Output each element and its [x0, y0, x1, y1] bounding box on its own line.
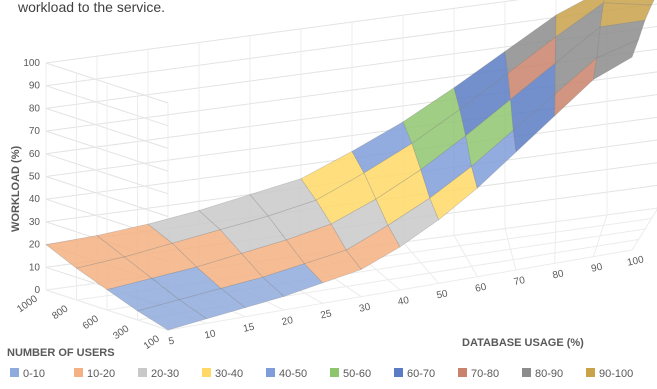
legend-label: 50-60: [343, 368, 371, 380]
z-tick-label: 20: [29, 240, 41, 251]
x-tick-label: 25: [320, 308, 334, 321]
y-tick-label: 300: [111, 323, 131, 342]
z-tick-label: 80: [29, 103, 41, 114]
floor-gridline: [167, 249, 633, 331]
x-tick-label: 50: [436, 288, 450, 301]
z-tick-label: 50: [29, 172, 41, 183]
z-tick-label: 40: [29, 194, 41, 205]
legend-swatch: [586, 368, 595, 377]
x-axis-title: DATABASE USAGE (%): [462, 337, 584, 349]
z-tick-label: 70: [29, 126, 41, 137]
x-tick-label: 20: [281, 315, 295, 328]
z-tick-label: 90: [29, 81, 41, 92]
surface-cell: [599, 2, 653, 28]
legend-swatch: [10, 368, 19, 377]
legend-label: 30-40: [215, 368, 243, 380]
x-tick-label: 10: [204, 328, 218, 341]
x-tick-label: 70: [513, 275, 527, 288]
y-tick-label: 800: [50, 303, 70, 322]
x-tick-label: 90: [590, 262, 604, 275]
x-tick-label: 80: [552, 268, 566, 281]
z-tick-label: 10: [29, 262, 41, 273]
x-tick-label: 40: [397, 295, 411, 308]
legend-label: 80-90: [535, 368, 563, 380]
surface-cell: [555, 0, 605, 38]
legend-swatch: [522, 368, 531, 377]
legend-swatch: [394, 368, 403, 377]
y-tick-label: 600: [81, 313, 101, 332]
legend-swatch: [138, 368, 147, 377]
legend-swatch: [330, 368, 339, 377]
legend-swatch: [74, 368, 83, 377]
caption-text: workload to the service.: [17, 0, 165, 15]
legend-label: 90-100: [599, 368, 633, 380]
legend-label: 60-70: [407, 368, 435, 380]
y-tick-label: 1000: [15, 293, 40, 315]
y-axis-title: NUMBER OF USERS: [7, 347, 115, 359]
legend-label: 40-50: [279, 368, 307, 380]
x-tick-label: 15: [242, 322, 256, 335]
legend-swatch: [202, 368, 211, 377]
legend-label: 20-30: [151, 368, 179, 380]
legend-swatch: [458, 368, 467, 377]
surface-cell: [603, 0, 655, 6]
z-tick-label: 100: [23, 58, 40, 69]
z-tick-label: 60: [29, 149, 41, 160]
legend-label: 10-20: [87, 368, 115, 380]
legend-label: 70-80: [471, 368, 499, 380]
surface-cell: [596, 19, 646, 59]
y-tick-label: 100: [142, 333, 162, 352]
z-tick-label: 0: [34, 285, 40, 296]
x-tick-label: 100: [626, 254, 645, 268]
z-tick-label: 30: [29, 217, 41, 228]
surface-cell: [592, 39, 640, 81]
z-axis-title: WORKLOAD (%): [10, 146, 22, 232]
x-tick-label: 60: [474, 282, 488, 295]
x-tick-label: 30: [358, 302, 372, 315]
legend-swatch: [266, 368, 275, 377]
x-tick-label: 5: [168, 336, 176, 348]
chart-legend: 0-10 10-20 20-30 30-40 40-50 50-60 60-70 70-80 8…: [10, 368, 633, 380]
surface-plot: [45, 0, 655, 331]
legend-label: 0-10: [23, 368, 45, 380]
